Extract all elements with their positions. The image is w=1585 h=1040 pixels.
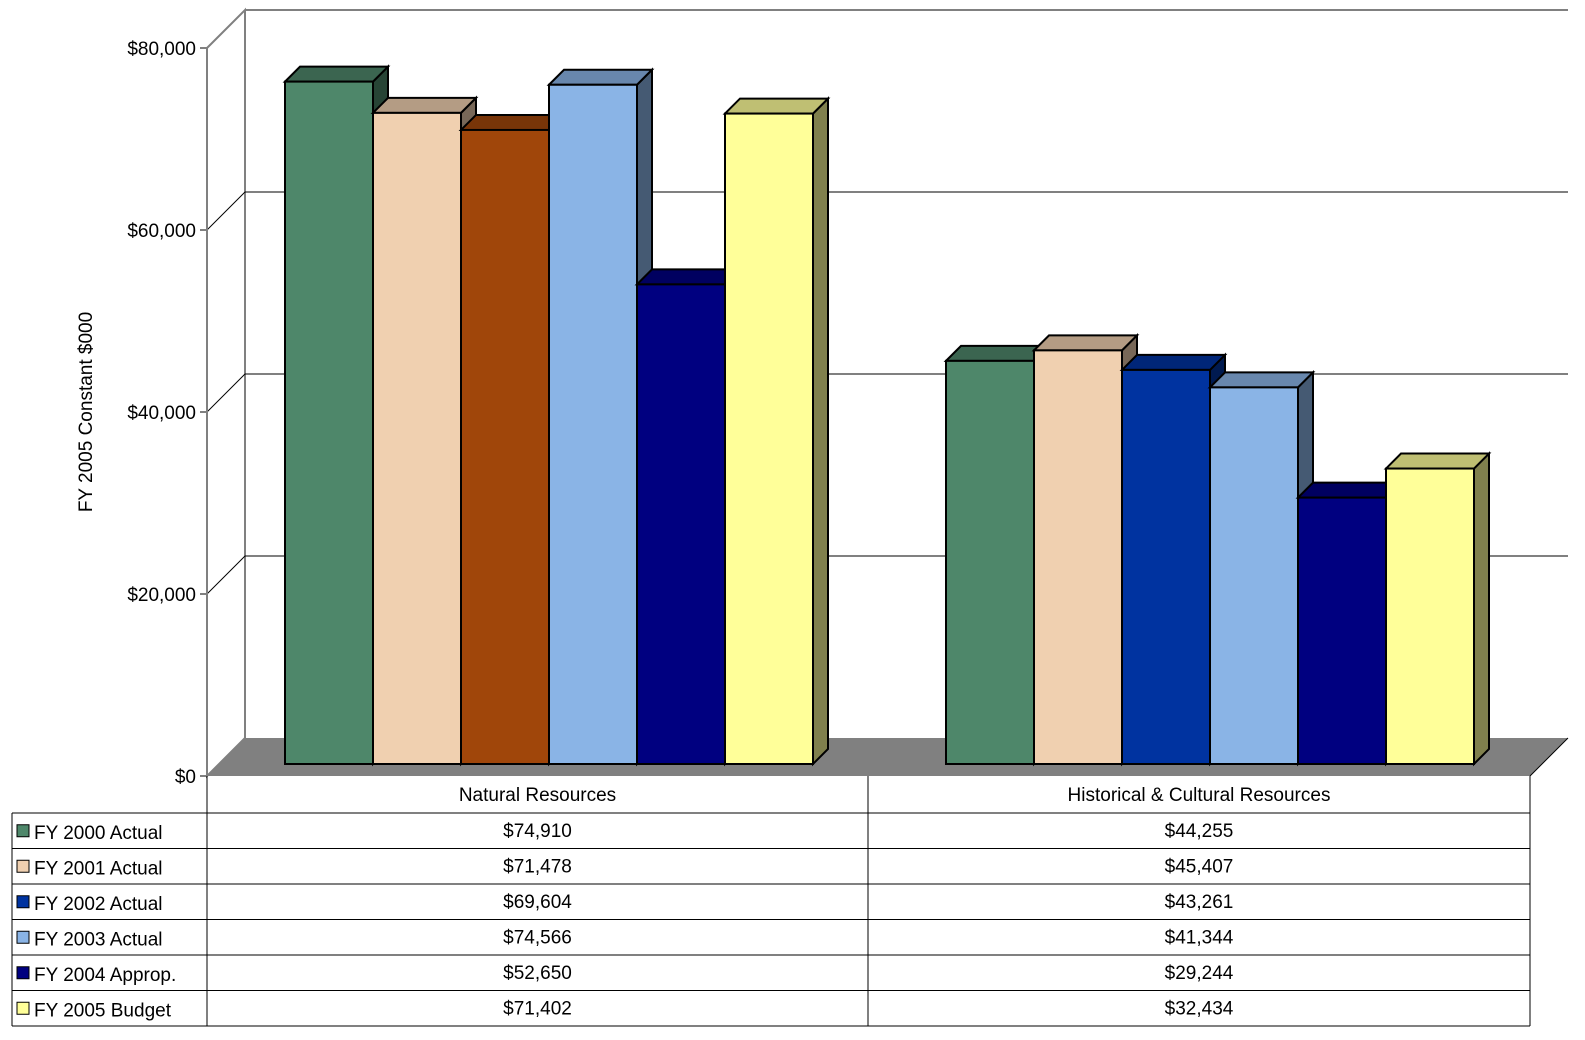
bar-front [372, 111, 462, 766]
bar-top [370, 96, 479, 114]
floor-edge [1529, 737, 1569, 777]
data-label: $71,402 [503, 998, 572, 1019]
data-label: $69,604 [503, 892, 572, 913]
bar-front [1121, 368, 1211, 765]
bar-side [812, 96, 829, 767]
bar-top [1119, 353, 1228, 371]
y-tick-label: $20,000 [127, 585, 196, 606]
category-label: Historical & Cultural Resources [1068, 785, 1331, 806]
legend-swatch [16, 895, 30, 909]
bar-front [724, 112, 814, 766]
legend-swatch [16, 1001, 30, 1015]
bar-side [1473, 451, 1490, 767]
category-label: Natural Resources [459, 785, 616, 806]
bar-front [1209, 386, 1299, 765]
legend-label: FY 2005 Budget [34, 1000, 172, 1021]
legend-swatch [16, 930, 30, 944]
bar-front [1297, 496, 1387, 765]
bar-front [460, 128, 550, 766]
legend-label: FY 2003 Actual [34, 929, 163, 950]
bar-top [1031, 334, 1140, 352]
bar-front [284, 80, 374, 766]
bar-front [636, 283, 726, 765]
data-label: $74,566 [503, 927, 572, 948]
y-tick-label: $60,000 [127, 221, 196, 242]
data-label: $45,407 [1165, 856, 1234, 877]
data-label: $71,478 [503, 856, 572, 877]
bar-top [1383, 452, 1492, 470]
bar-top [282, 65, 391, 83]
bar [1383, 451, 1492, 767]
bar [722, 96, 831, 767]
y-tick-label: $80,000 [127, 39, 196, 60]
bar-top [1207, 371, 1316, 389]
y-tick-label: $40,000 [127, 403, 196, 424]
y-tick-label: $0 [175, 767, 196, 788]
bar-front [945, 359, 1035, 765]
legend-label: FY 2002 Actual [34, 894, 163, 915]
gridline-side [206, 555, 246, 595]
bar [1207, 369, 1316, 767]
gridline-side [206, 373, 246, 413]
legend-swatch [16, 824, 30, 838]
gridline-side [206, 191, 246, 231]
data-label: $32,434 [1165, 998, 1234, 1019]
legend-label: FY 2004 Approp. [34, 965, 176, 986]
data-label: $41,344 [1165, 927, 1234, 948]
legend-swatch [16, 966, 30, 980]
data-label: $52,650 [503, 963, 572, 984]
bar-front [548, 83, 638, 765]
data-label: $44,255 [1165, 821, 1234, 842]
y-axis-title: FY 2005 Constant $000 [76, 312, 97, 512]
bar [1031, 332, 1140, 767]
legend-label: FY 2000 Actual [34, 823, 163, 844]
legend-swatch [16, 859, 30, 873]
legend-label: FY 2001 Actual [34, 858, 163, 879]
data-label: $74,910 [503, 821, 572, 842]
data-label: $43,261 [1165, 892, 1234, 913]
bar-top [722, 97, 831, 115]
bar-top [546, 68, 655, 86]
bar-front [1033, 349, 1123, 765]
data-label: $29,244 [1165, 963, 1234, 984]
bar-front [1385, 467, 1475, 765]
